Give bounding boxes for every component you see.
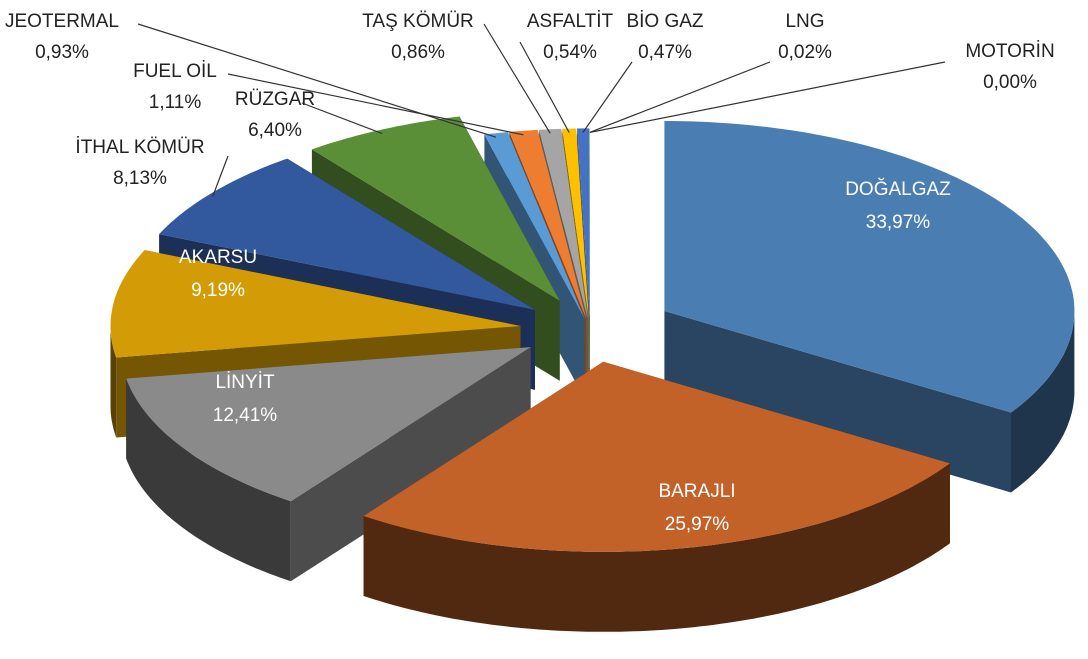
leader-line — [582, 61, 633, 133]
slice-value-label: 6,40% — [248, 120, 302, 141]
leader-line — [589, 61, 771, 133]
slice-side — [126, 378, 291, 582]
slice-value-label: 0,02% — [778, 42, 832, 63]
slice-label: JEOTERMAL — [5, 11, 119, 32]
slice-top — [311, 116, 560, 301]
leader-line — [137, 23, 497, 138]
slice-top — [664, 121, 1075, 413]
slice-value-label: 9,19% — [191, 280, 245, 301]
slice-wall — [664, 311, 1011, 493]
slice-label: AKARSU — [179, 247, 257, 268]
slice-label: İTHAL KÖMÜR — [75, 137, 204, 158]
slice-value-label: 0,47% — [638, 42, 692, 63]
leader-line — [227, 73, 524, 136]
leader-line — [483, 23, 551, 134]
slice-value-label: 0,86% — [391, 42, 445, 63]
slice-label: MOTORİN — [965, 41, 1054, 62]
slice-top — [509, 129, 587, 319]
slice-side — [110, 326, 117, 438]
slice-label: LİNYİT — [215, 372, 275, 393]
slice-top — [562, 128, 589, 319]
slice-value-label: 1,11% — [149, 92, 202, 113]
slice-value-label: 25,97% — [665, 514, 730, 535]
slice-value-label: 33,97% — [866, 212, 931, 233]
slice-side — [1011, 311, 1075, 493]
slice-label: RÜZGAR — [235, 89, 315, 110]
slice-top — [484, 132, 585, 319]
slice-top — [126, 347, 531, 502]
slice-top — [363, 361, 950, 552]
slice-value-label: 12,41% — [213, 405, 278, 426]
slice-top — [110, 250, 521, 358]
slice-label: FUEL OİL — [133, 61, 217, 82]
slice-value-label: 0,93% — [35, 42, 89, 63]
slice-label: LNG — [785, 11, 824, 32]
leader-line — [589, 61, 946, 133]
slice-value-label: 0,00% — [983, 72, 1037, 93]
slice — [589, 128, 590, 399]
slice-wall — [589, 128, 590, 399]
slice-value-label: 8,13% — [113, 168, 167, 189]
slice-top — [589, 128, 590, 319]
slice-top — [577, 128, 590, 319]
slice-top — [159, 158, 535, 310]
slice — [664, 121, 1075, 493]
leader-line — [301, 102, 383, 135]
slice — [126, 347, 531, 582]
slice-label: BARAJLI — [658, 481, 735, 502]
slice-value-label: 0,54% — [543, 42, 597, 63]
slice-label: ASFALTİT — [527, 11, 614, 32]
slice-top — [539, 128, 588, 319]
slice-label: DOĞALGAZ — [845, 178, 951, 200]
slice-label: TAŞ KÖMÜR — [362, 11, 474, 32]
leader-line — [212, 155, 229, 197]
slice-side — [363, 463, 950, 632]
slice — [363, 361, 950, 632]
slice-label: BİO GAZ — [626, 11, 703, 32]
leader-line — [519, 41, 570, 133]
